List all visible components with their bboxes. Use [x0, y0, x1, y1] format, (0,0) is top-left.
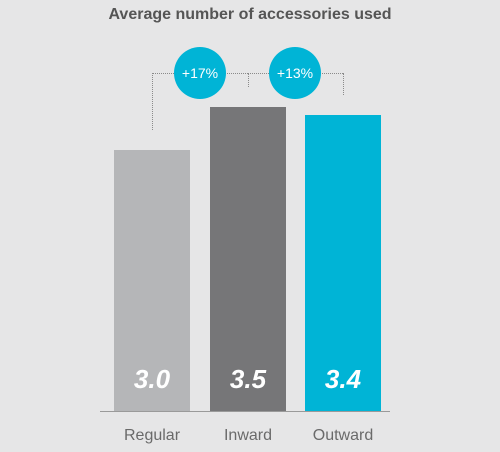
x-tick-label-inward: Inward	[223, 427, 273, 444]
x-tick-label-regular: Regular	[123, 427, 181, 444]
data-label-regular: 3.0	[133, 364, 171, 394]
bracket-leg-2-1	[248, 73, 249, 87]
data-label-inward: 3.5	[229, 364, 267, 394]
bracket-leg-2-2	[343, 73, 344, 96]
x-tick-label-outward: Outward	[312, 427, 374, 444]
bar-inward	[210, 106, 286, 411]
bar-outward	[305, 115, 381, 411]
data-label-outward: 3.4	[324, 364, 362, 394]
percent-change-badge-1: +17%	[174, 47, 226, 99]
percent-change-badge-2: +13%	[269, 47, 321, 99]
bar-regular	[114, 150, 190, 411]
x-axis-line	[100, 411, 390, 412]
bracket-leg-1-1	[152, 73, 153, 130]
chart-title: Average number of accessories used	[108, 6, 392, 23]
